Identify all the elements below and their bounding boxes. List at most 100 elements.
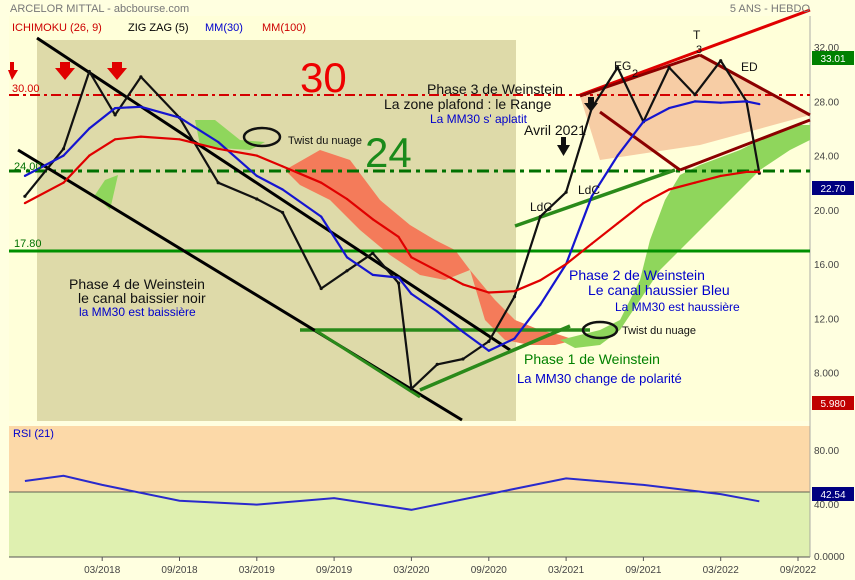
t-label: T: [693, 28, 701, 42]
data-point: [719, 174, 722, 177]
legend-mm100: MM(100): [262, 22, 306, 34]
big-30-label: 30: [300, 54, 347, 101]
twist-label-1: Twist du nuage: [288, 135, 362, 147]
data-point: [642, 202, 645, 205]
range-zone-fill: [580, 55, 810, 160]
low-badge: [812, 396, 854, 410]
data-point: [281, 165, 284, 168]
phase3-title: Phase 3 de Weinstein: [427, 81, 563, 97]
range-top-left: [579, 53, 701, 98]
x-tick-label: 03/2020: [393, 565, 430, 576]
data-point: [616, 65, 620, 70]
down-arrow-icon: [55, 62, 75, 80]
rsi-tick-0: 0.0000: [814, 552, 845, 563]
data-point: [371, 251, 375, 255]
x-tick-label: 09/2020: [471, 565, 508, 576]
low-badge-label: 5.980: [820, 399, 845, 410]
data-point: [642, 120, 645, 123]
data-point: [410, 292, 413, 295]
data-point: [539, 303, 542, 306]
series-layer: [23, 59, 761, 391]
price-tick-label: 32.00: [814, 43, 839, 54]
data-point: [487, 339, 491, 343]
data-point: [538, 215, 542, 219]
data-point: [461, 330, 465, 333]
data-point: [345, 269, 349, 273]
timeframe-label: 5 ANS - HEBDO: [730, 3, 811, 15]
x-tick-label: 03/2022: [703, 565, 740, 576]
ed-label: ED: [741, 60, 758, 74]
data-point: [371, 273, 374, 276]
data-point: [513, 337, 516, 340]
avril-2021-label: Avril 2021: [524, 122, 586, 138]
data-point: [88, 127, 91, 130]
range-bottom-left: [599, 110, 681, 172]
phase4-shade: [37, 40, 516, 421]
last-price-badge: [812, 181, 854, 195]
data-point: [693, 93, 697, 97]
phase2-mm-note: La MM30 est haussière: [615, 300, 740, 314]
rsi-layer: [24, 474, 760, 511]
corner-arrow-icon: [8, 62, 18, 80]
phase2-title: Phase 2 de Weinstein: [569, 267, 705, 283]
legend-zigzag: ZIG ZAG (5): [128, 22, 189, 34]
range-bottom-right: [679, 118, 811, 172]
twist-label-2: Twist du nuage: [622, 325, 696, 337]
phase1-mm-note: La MM30 change de polarité: [517, 371, 682, 386]
data-point: [461, 283, 465, 286]
data-point: [487, 349, 490, 352]
data-point: [513, 290, 516, 293]
rsi-tick-80: 80.00: [814, 446, 839, 457]
phase3-mm-note: La MM30 s' aplatit: [430, 112, 528, 126]
data-point: [255, 174, 258, 177]
x-tick-label: 09/2019: [316, 565, 353, 576]
data-point: [114, 138, 117, 141]
price-tick-label: 12.00: [814, 314, 839, 325]
data-point: [139, 135, 142, 138]
rsi-value-badge-label: 42.54: [820, 490, 845, 501]
data-point: [255, 197, 259, 201]
eg-label: EG: [614, 59, 631, 73]
price-tick-label: 8.000: [814, 369, 839, 380]
data-point: [435, 362, 439, 366]
data-point: [320, 181, 323, 184]
data-point: [668, 107, 671, 110]
last-price-badge-label: 22.70: [820, 184, 845, 195]
bull-channel-top: [579, 8, 811, 97]
ldc-label-2: LdC: [578, 183, 600, 197]
data-point: [719, 59, 723, 63]
phase3-subtitle: La zone plafond : le Range: [384, 96, 552, 112]
data-point: [590, 195, 593, 198]
price-tick-label: 20.00: [814, 206, 839, 217]
series-line-mm-30-: [24, 100, 760, 352]
data-point: [758, 103, 761, 106]
legend-ichimoku: ICHIMOKU (26, 9): [12, 22, 102, 34]
data-point: [319, 286, 323, 291]
data-point: [114, 107, 117, 110]
price-tick-label: 16.00: [814, 260, 839, 271]
chart-title: ARCELOR MITTAL - abcbourse.com: [10, 3, 189, 15]
data-point: [487, 291, 490, 294]
data-point: [436, 269, 439, 272]
rsi-overbought-zone: [9, 426, 810, 492]
data-point: [178, 138, 181, 141]
data-point: [616, 222, 619, 225]
data-point: [564, 190, 568, 194]
data-point: [345, 256, 349, 259]
data-point: [87, 69, 91, 74]
data-point: [217, 140, 220, 144]
data-point: [758, 170, 761, 173]
down-arrow-icon: [557, 137, 570, 156]
price-tick-label: 28.00: [814, 97, 839, 108]
twist-ellipse: [581, 320, 619, 340]
x-axis-ticks: 03/2018 09/2018 03/2019 09/2019 03/2020 09/20…: [84, 557, 817, 576]
price-tick-label: 24.00: [814, 152, 839, 163]
x-tick-label: 03/2021: [548, 565, 585, 576]
x-tick-label: 03/2018: [84, 565, 121, 576]
x-tick-label: 03/2019: [239, 565, 276, 576]
phase4-mm-note: la MM30 est baissière: [79, 305, 196, 319]
big-24-label: 24: [365, 129, 412, 176]
high-badge: [812, 51, 854, 65]
eg-number: 2: [632, 68, 638, 80]
